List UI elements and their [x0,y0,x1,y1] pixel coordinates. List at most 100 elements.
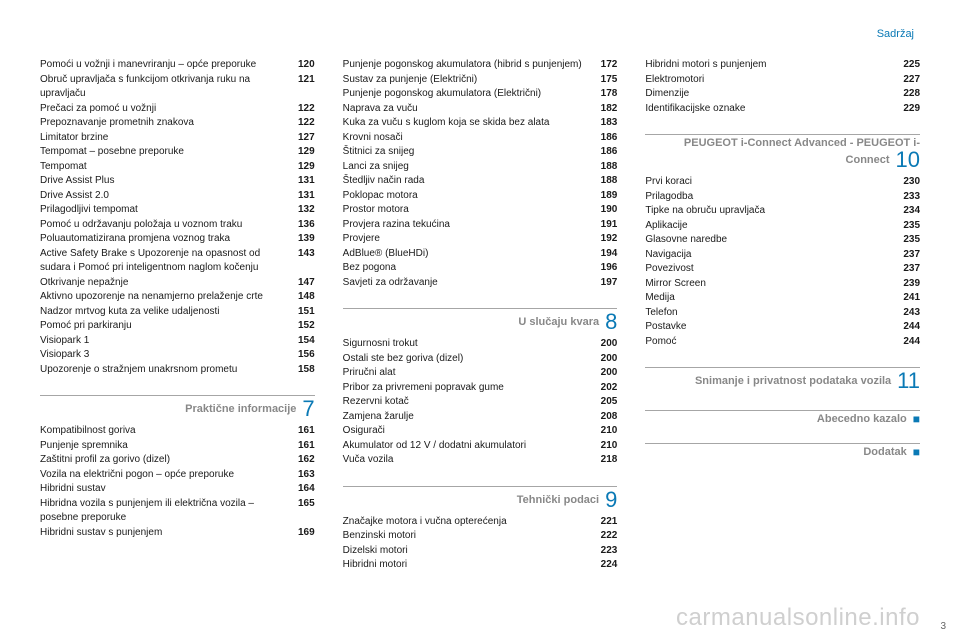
toc-label: Benzinski motori [343,529,594,544]
toc-entry: Upozorenje o stražnjem unakrsnom prometu… [40,363,315,378]
toc-page: 197 [593,276,617,291]
toc-page: 151 [291,305,315,320]
toc-page: 158 [291,363,315,378]
toc-entry: Prilagodljivi tempomat132 [40,203,315,218]
toc-page: 190 [593,203,617,218]
toc-page: 148 [291,290,315,305]
toc-label: Tipke na obruču upravljača [645,204,896,219]
section-title: Praktične informacije [185,403,296,415]
toc-entry: Vuča vozila218 [343,453,618,468]
toc-label: Punjenje pogonskog akumulatora (hibrid s… [343,58,594,73]
toc-entry: Drive Assist 2.0131 [40,189,315,204]
toc-entry: Pomoć244 [645,335,920,350]
toc-label: Prepoznavanje prometnih znakova [40,116,291,131]
toc-entry: Štitnici za snijeg186 [343,145,618,160]
toc-entry: Tipke na obruču upravljača234 [645,204,920,219]
toc-label: Pomoći u vožnji i manevriranju – opće pr… [40,58,291,73]
toc-page: 152 [291,319,315,334]
toc-page: 122 [291,116,315,131]
toc-entry: Ostali ste bez goriva (dizel)200 [343,352,618,367]
toc-page: 200 [593,366,617,381]
toc-entry: Sigurnosni trokut200 [343,337,618,352]
toc-entry: Telefon243 [645,306,920,321]
toc-page: 129 [291,145,315,160]
section-number: 10 [896,149,920,171]
toc-entry: Pribor za privremeni popravak gume202 [343,381,618,396]
toc-entry: Limitator brzine127 [40,131,315,146]
toc-page: 162 [291,453,315,468]
toc-label: Zamjena žarulje [343,410,594,425]
toc-entry: Hibridni sustav164 [40,482,315,497]
toc-page: 210 [593,424,617,439]
toc-label: Bez pogona [343,261,594,276]
toc-entry: Prepoznavanje prometnih znakova122 [40,116,315,131]
toc-entry: Active Safety Brake s Upozorenje na opas… [40,247,315,276]
toc-page: 164 [291,482,315,497]
toc-page: 235 [896,233,920,248]
toc-entry: Punjenje pogonskog akumulatora (hibrid s… [343,58,618,73]
toc-entry: Identifikacijske oznake229 [645,102,920,117]
toc-page: 183 [593,116,617,131]
toc-entry: Hibridni sustav s punjenjem169 [40,526,315,541]
toc-label: Poklopac motora [343,189,594,204]
section-marker: ■ [913,413,920,425]
toc-label: Značajke motora i vučna opterećenja [343,515,594,530]
toc-entry: Akumulator od 12 V / dodatni akumulatori… [343,439,618,454]
toc-label: Elektromotori [645,73,896,88]
toc-page: 241 [896,291,920,306]
toc-page: 169 [291,526,315,541]
toc-page: 205 [593,395,617,410]
toc-page: 233 [896,190,920,205]
toc-page: 210 [593,439,617,454]
section-title: Abecedno kazalo [817,413,907,425]
toc-label: Vuča vozila [343,453,594,468]
toc-label: Provjera razina tekućina [343,218,594,233]
toc-label: Identifikacijske oznake [645,102,896,117]
section-title: PEUGEOT i-Connect Advanced - PEUGEOT i-C… [684,137,920,166]
toc-col-1: Pomoći u vožnji i manevriranju – opće pr… [40,58,315,573]
toc-label: Sigurnosni trokut [343,337,594,352]
toc-page: 224 [593,558,617,573]
toc-label: Akumulator od 12 V / dodatni akumulatori [343,439,594,454]
toc-page: 235 [896,219,920,234]
toc-label: Punjenje pogonskog akumulatora (Električ… [343,87,594,102]
toc-label: Vozila na električni pogon – opće prepor… [40,468,291,483]
toc-label: Prilagodljivi tempomat [40,203,291,218]
toc-label: Provjere [343,232,594,247]
toc-entry: Punjenje spremnika161 [40,439,315,454]
toc-label: Zaštitni profil za gorivo (dizel) [40,453,291,468]
toc-page: 131 [291,174,315,189]
toc-entry: Benzinski motori222 [343,529,618,544]
toc-entry: Prvi koraci230 [645,175,920,190]
toc-page: 221 [593,515,617,530]
toc-label: Tempomat [40,160,291,175]
toc-entry: Zaštitni profil za gorivo (dizel)162 [40,453,315,468]
toc-label: Pomoć pri parkiranju [40,319,291,334]
toc-page: 237 [896,248,920,263]
toc-label: Glasovne naredbe [645,233,896,248]
section-heading: U slučaju kvara8 [343,308,618,333]
toc-page: 186 [593,131,617,146]
toc-page: 200 [593,337,617,352]
toc-entry: Prilagodba233 [645,190,920,205]
section-number: 9 [605,489,617,511]
toc-page: 165 [291,497,315,512]
toc-label: Drive Assist 2.0 [40,189,291,204]
toc-label: Prečaci za pomoć u vožnji [40,102,291,117]
toc-entry: Savjeti za održavanje197 [343,276,618,291]
toc-label: Drive Assist Plus [40,174,291,189]
toc-page: 163 [291,468,315,483]
toc-label: Telefon [645,306,896,321]
toc-label: Sustav za punjenje (Električni) [343,73,594,88]
toc-entry: Provjere192 [343,232,618,247]
section-marker: ■ [913,446,920,458]
toc-label: Rezervni kotač [343,395,594,410]
toc-col-2: Punjenje pogonskog akumulatora (hibrid s… [343,58,618,573]
toc-page: 129 [291,160,315,175]
toc-entry: Tempomat129 [40,160,315,175]
toc-entry: Poklopac motora189 [343,189,618,204]
toc-label: Štedljiv način rada [343,174,594,189]
toc-label: Hibridna vozila s punjenjem ili električ… [40,497,291,526]
toc-entry: Hibridni motori s punjenjem225 [645,58,920,73]
toc-entry: Lanci za snijeg188 [343,160,618,175]
